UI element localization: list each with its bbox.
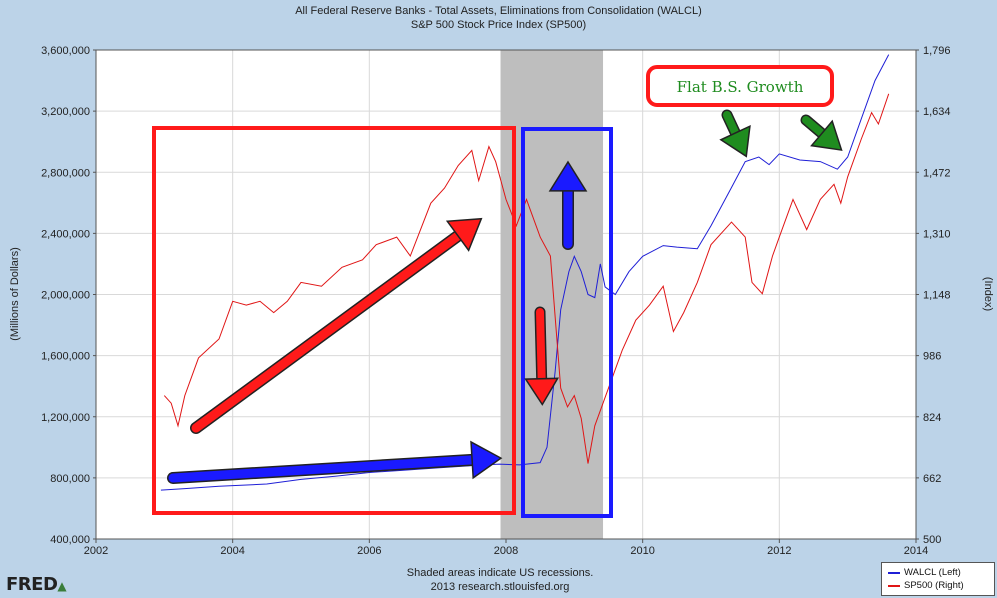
x-tick-label: 2006 <box>357 545 381 557</box>
right-tick-label: 1,634 <box>923 106 951 118</box>
annotation-green-arrow-2-head <box>810 119 843 151</box>
x-tick-label: 2012 <box>767 545 791 557</box>
legend: WALCL (Left) SP500 (Right) <box>881 562 995 596</box>
callout-box <box>646 65 834 107</box>
annotation-red-arrow-head <box>445 217 483 252</box>
legend-walcl: WALCL (Left) <box>904 567 961 578</box>
left-tick-label: 400,000 <box>50 534 90 546</box>
annotation-blue-arrow-head <box>470 440 503 480</box>
right-tick-label: 1,472 <box>923 167 951 179</box>
chart-title: All Federal Reserve Banks - Total Assets… <box>295 5 702 17</box>
left-tick-label: 3,200,000 <box>41 106 90 118</box>
right-tick-label: 662 <box>923 473 941 485</box>
x-tick-label: 2002 <box>84 545 108 557</box>
right-tick-label: 986 <box>923 351 941 363</box>
x-tick-label: 2014 <box>904 545 928 557</box>
left-tick-label: 2,400,000 <box>41 228 90 240</box>
x-tick-label: 2008 <box>494 545 518 557</box>
left-tick-label: 1,600,000 <box>41 351 90 363</box>
annotation-red-down-arrow-head <box>524 377 560 406</box>
sp500-line <box>163 93 890 464</box>
annotation-red-arrow <box>191 222 475 433</box>
sp500-legend-swatch <box>888 584 900 587</box>
right-tick-label: 500 <box>923 534 941 546</box>
left-tick-label: 800,000 <box>50 473 90 485</box>
chart-icon: ▲ <box>57 579 67 593</box>
left-tick-label: 1,200,000 <box>41 412 90 424</box>
left-tick-label: 2,800,000 <box>41 167 90 179</box>
callout-text: Flat B.S. Growth <box>677 78 804 96</box>
right-tick-label: 1,148 <box>923 290 951 302</box>
x-tick-label: 2010 <box>630 545 654 557</box>
footer-recession-note: Shaded areas indicate US recessions. <box>406 567 594 579</box>
recession-shade <box>500 50 604 539</box>
right-axis-label: (Index) <box>982 277 994 311</box>
annotation-green-arrow-1-head <box>719 124 751 158</box>
left-tick-label: 3,600,000 <box>41 45 90 57</box>
annotation-blue-up-arrow-head <box>548 160 588 192</box>
chart-subtitle: S&P 500 Stock Price Index (SP500) <box>410 19 587 31</box>
right-tick-label: 824 <box>923 412 941 424</box>
x-tick-label: 2004 <box>220 545 244 557</box>
plot-border <box>95 49 917 540</box>
left-axis-label: (Millions of Dollars) <box>9 247 21 341</box>
legend-sp500: SP500 (Right) <box>904 580 964 591</box>
footer-source: 2013 research.stlouisfed.org <box>430 581 570 593</box>
annotations: Flat B.S. Growth <box>152 65 843 518</box>
right-tick-label: 1,310 <box>923 228 951 240</box>
right-tick-label: 1,796 <box>923 45 951 57</box>
fred-logo[interactable]: FRED▲ <box>6 574 67 595</box>
left-tick-label: 2,000,000 <box>41 290 90 302</box>
annotation-red-box <box>152 126 516 515</box>
walcl-line <box>160 54 890 491</box>
annotation-blue-box <box>521 127 613 518</box>
walcl-legend-swatch <box>888 571 900 574</box>
annotation-blue-arrow <box>168 454 492 483</box>
fred-logo-text: FRED <box>6 574 58 595</box>
